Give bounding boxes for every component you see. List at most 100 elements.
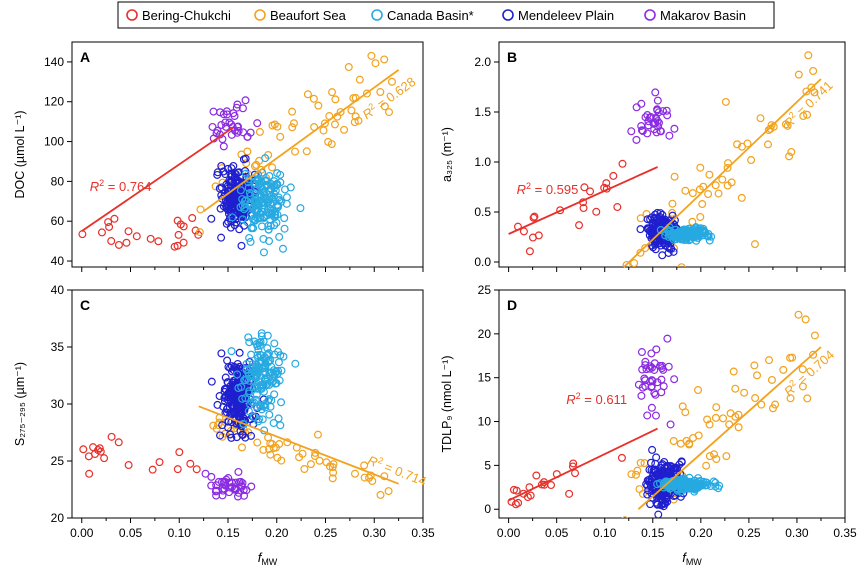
point-bs xyxy=(336,108,345,117)
point-mb xyxy=(666,420,675,429)
point-mp xyxy=(636,225,645,234)
point-cb xyxy=(276,170,285,179)
point-mb xyxy=(654,122,663,131)
x-tick-label: 0.05 xyxy=(545,526,569,540)
point-bs xyxy=(376,490,385,499)
point-mb xyxy=(650,389,659,398)
point-bs xyxy=(786,353,795,362)
point-mp xyxy=(227,362,236,371)
point-cb xyxy=(272,180,281,189)
point-cb xyxy=(260,190,269,199)
point-bc xyxy=(174,230,183,239)
point-cb xyxy=(282,193,291,202)
point-cb xyxy=(280,224,289,233)
point-cb xyxy=(694,225,703,234)
point-mp xyxy=(230,409,239,418)
point-cb xyxy=(250,383,259,392)
point-bs xyxy=(266,450,275,459)
point-cb xyxy=(264,196,273,205)
point-cb xyxy=(247,224,256,233)
point-bs xyxy=(766,124,775,133)
point-cb xyxy=(653,480,662,489)
point-bs xyxy=(726,409,735,418)
point-mp xyxy=(216,431,225,440)
point-cb xyxy=(259,248,268,257)
point-cb xyxy=(711,482,720,491)
legend-marker xyxy=(126,9,138,21)
point-bs xyxy=(242,159,251,168)
point-bs xyxy=(669,437,678,446)
point-bs xyxy=(636,288,643,295)
point-cb xyxy=(256,338,265,347)
plot-frame xyxy=(71,41,424,268)
point-bs xyxy=(380,102,389,111)
point-cb xyxy=(256,191,265,200)
point-mp xyxy=(231,376,240,385)
point-bs xyxy=(268,163,277,172)
point-bs xyxy=(639,269,646,276)
plot-frame xyxy=(498,289,846,519)
point-mp xyxy=(226,169,235,178)
point-bs xyxy=(237,443,246,452)
point-cb xyxy=(245,338,254,347)
point-bs xyxy=(803,394,812,403)
legend-item-cb: Canada Basin* xyxy=(371,8,474,23)
point-bs xyxy=(367,51,376,60)
point-bs xyxy=(764,126,773,135)
point-mb xyxy=(225,488,234,497)
point-bs xyxy=(289,119,298,128)
point-bs xyxy=(705,452,714,461)
point-bs xyxy=(753,371,762,380)
point-bs xyxy=(668,199,677,208)
point-bs xyxy=(771,400,780,409)
x-tick-label: 0.15 xyxy=(216,526,240,540)
point-bs xyxy=(721,97,730,106)
point-bs xyxy=(362,89,371,98)
panel-letter: B xyxy=(507,49,517,65)
point-mb xyxy=(659,382,668,391)
point-bs xyxy=(340,125,349,134)
scatter-points xyxy=(79,329,393,501)
point-mp xyxy=(220,192,229,201)
y-tick-label: 20 xyxy=(478,327,492,341)
panel-letter: C xyxy=(80,297,90,313)
point-bc xyxy=(191,226,200,235)
point-bc xyxy=(571,469,580,478)
point-mp xyxy=(207,214,216,223)
point-bs xyxy=(331,95,340,104)
legend-marker xyxy=(644,9,656,21)
fit-line-bc xyxy=(508,427,658,502)
point-bs xyxy=(636,458,645,467)
y-tick-label: 10 xyxy=(478,415,492,429)
point-mp xyxy=(235,348,244,357)
point-bc xyxy=(188,214,197,223)
point-bs xyxy=(710,450,719,459)
y-axis-label: TDLP₉ (nmol L⁻¹) xyxy=(440,356,454,453)
legend-marker xyxy=(254,9,266,21)
point-bc xyxy=(114,240,123,249)
point-bs xyxy=(731,412,740,421)
point-mp xyxy=(648,472,657,481)
point-bs xyxy=(288,123,297,132)
point-bc xyxy=(132,232,141,241)
point-mb xyxy=(670,375,679,384)
point-cb xyxy=(280,214,289,223)
fit-line-bs xyxy=(637,346,822,510)
point-mp xyxy=(230,174,239,183)
point-bs xyxy=(731,384,740,393)
point-bc xyxy=(104,218,113,227)
point-mb xyxy=(641,357,650,366)
y-tick-label: 0.5 xyxy=(474,205,491,219)
point-bc xyxy=(89,443,98,452)
point-bs xyxy=(636,214,645,223)
point-cb xyxy=(261,154,270,163)
x-axis-label: fMW xyxy=(682,550,702,567)
point-bc xyxy=(179,238,188,247)
x-tick-label: 0.10 xyxy=(168,526,192,540)
point-bs xyxy=(344,63,353,72)
point-cb xyxy=(251,367,260,376)
point-mp xyxy=(207,377,216,386)
point-bs xyxy=(291,147,300,156)
point-bs xyxy=(349,94,358,103)
fit-line-bs xyxy=(623,78,822,268)
